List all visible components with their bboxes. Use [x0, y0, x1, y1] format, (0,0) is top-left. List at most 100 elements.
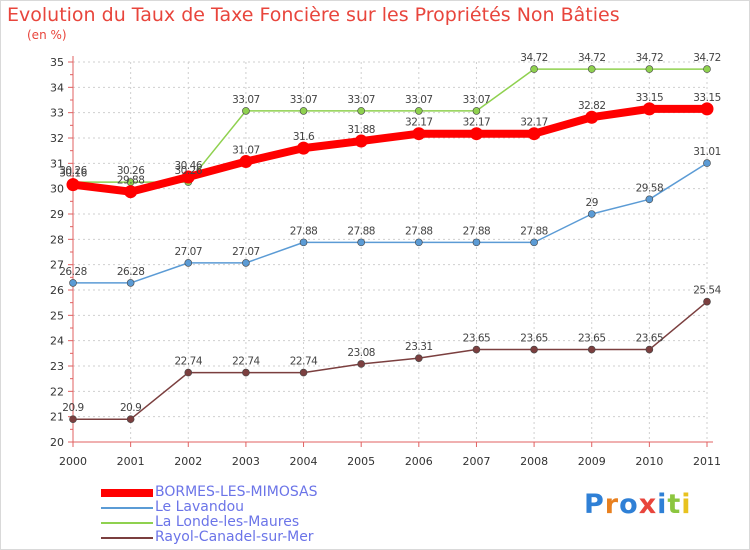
series-line-1 [72, 162, 708, 284]
data-point [645, 65, 654, 73]
x-tick-label: 2010 [635, 455, 663, 468]
data-label: 27.88 [463, 225, 491, 237]
data-point [472, 238, 481, 247]
data-label: 23.65 [578, 333, 606, 345]
data-label: 29.58 [636, 182, 664, 194]
axes: 20 21 22 23 24 25 26 27 28 29 30 31 32 33 34 35 2000 2001… [50, 56, 721, 468]
data-label: 29.88 [117, 175, 145, 187]
data-point [184, 259, 193, 267]
data-label: 22.74 [232, 356, 260, 368]
y-tick-label: 25 [50, 309, 64, 322]
data-point [645, 345, 654, 354]
legend-swatch [101, 507, 153, 509]
data-label: 30.46 [174, 160, 202, 172]
x-tick-label: 2001 [117, 455, 145, 468]
legend-label: Le Lavandou [155, 499, 245, 515]
data-point [242, 259, 250, 267]
data-label: 27.07 [232, 246, 260, 258]
data-label: 32.17 [520, 117, 548, 129]
data-label: 22.74 [174, 356, 202, 368]
data-label: 31.07 [232, 145, 260, 157]
data-label: 22.74 [290, 356, 318, 368]
series-lines [69, 68, 711, 420]
chart-title: Evolution du Taux de Taxe Foncière sur l… [7, 4, 620, 26]
data-label: 30.26 [174, 165, 202, 177]
data-point [472, 107, 481, 115]
data-label: 33.07 [232, 94, 260, 106]
data-point [415, 238, 423, 247]
data-label: 33.07 [405, 94, 433, 106]
x-tick-label: 2011 [693, 455, 721, 468]
data-point [126, 415, 135, 424]
legend-item-londe: La Londe-les-Maures [101, 515, 401, 530]
data-point [126, 279, 135, 287]
data-label: 23.65 [463, 333, 491, 345]
y-tick-label: 20 [50, 436, 64, 449]
data-label: 26.28 [117, 266, 145, 278]
data-label: 34.72 [578, 52, 606, 64]
data-point [645, 195, 654, 204]
data-point [181, 170, 195, 184]
data-point [239, 155, 253, 169]
legend-swatch [101, 522, 153, 524]
y-tick-label: 22 [50, 385, 64, 398]
data-point [124, 185, 138, 199]
data-point [587, 65, 596, 73]
x-tick-label: 2008 [520, 455, 548, 468]
data-label: 34.72 [520, 52, 548, 64]
logo-letter: t [667, 489, 682, 520]
data-point [297, 141, 311, 155]
data-point [357, 360, 365, 368]
y-tick-label: 23 [50, 360, 64, 373]
data-label: 31.01 [693, 146, 721, 158]
grid [72, 61, 708, 443]
data-point [357, 238, 365, 247]
logo-letter: i [657, 489, 668, 520]
data-label: 32.82 [578, 100, 606, 112]
y-tick-label: 35 [50, 56, 64, 69]
data-point [472, 345, 481, 354]
data-point [587, 210, 596, 218]
data-label: 34.72 [693, 52, 721, 64]
data-point [530, 238, 538, 247]
data-point [242, 107, 250, 115]
logo-letter: o [619, 489, 639, 520]
legend-label: BORMES-LES-MIMOSAS [155, 484, 318, 500]
data-point [357, 107, 365, 115]
data-point [242, 368, 250, 377]
data-point [184, 368, 193, 377]
data-label: 33.07 [347, 94, 375, 106]
data-point [527, 127, 541, 141]
data-point [585, 110, 599, 124]
data-label: 27.88 [290, 225, 318, 237]
proxiti-logo: Proxiti [584, 489, 692, 520]
data-label: 33.15 [636, 92, 664, 104]
data-point [412, 127, 426, 141]
data-label: 26.28 [59, 266, 87, 278]
data-point [700, 102, 714, 116]
data-point [299, 107, 308, 115]
y-tick-label: 27 [50, 259, 64, 272]
data-label: 27.88 [405, 225, 433, 237]
y-tick-label: 26 [50, 284, 64, 297]
y-tick-label: 31 [50, 157, 64, 170]
data-label: 27.07 [174, 246, 202, 258]
x-tick-label: 2009 [578, 455, 606, 468]
data-point [587, 345, 596, 354]
logo-letter: x [638, 489, 658, 520]
data-point [530, 65, 538, 73]
legend-swatch [101, 489, 153, 497]
legend-item-lavandou: Le Lavandou [101, 500, 401, 515]
data-label: 33.07 [463, 94, 491, 106]
data-label: 23.08 [347, 347, 375, 359]
x-tick-label: 2007 [462, 455, 490, 468]
legend-label: Rayol-Canadel-sur-Mer [155, 529, 314, 545]
series-line-0 [69, 104, 711, 196]
y-tick-label: 29 [50, 208, 64, 221]
data-label: 31.88 [347, 124, 375, 136]
y-tick-label: 28 [50, 233, 64, 246]
data-label: 30.16 [59, 168, 87, 180]
data-labels: 20.9 20.9 22.74 22.74 22.74 23.08 23.31 23.65 23… [59, 52, 722, 414]
